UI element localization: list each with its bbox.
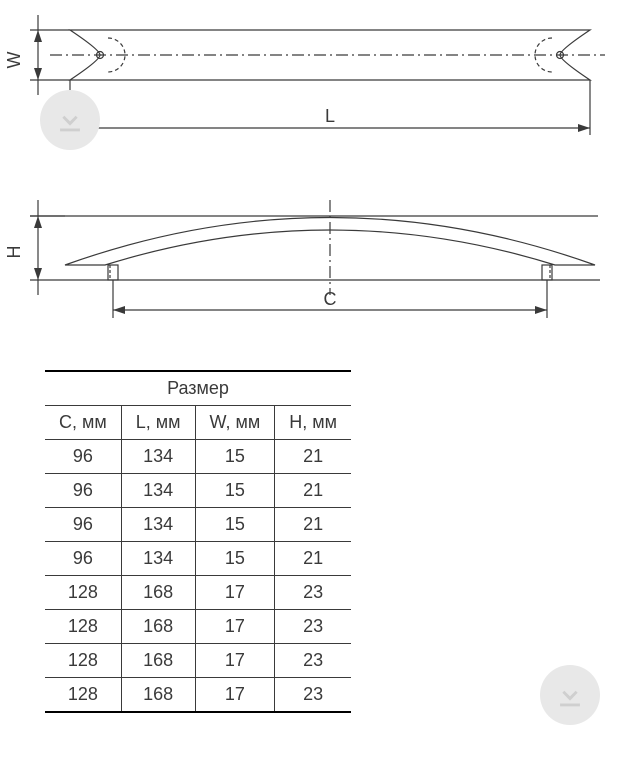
- table-row: 128 168 17 23: [45, 576, 351, 610]
- watermark-icon: [540, 665, 600, 725]
- col-header: H, мм: [275, 406, 351, 440]
- dim-label-c: C: [324, 289, 337, 309]
- table-row: 96 134 15 21: [45, 508, 351, 542]
- col-header: W, мм: [195, 406, 275, 440]
- dim-label-w: W: [4, 52, 24, 69]
- dim-label-h: H: [4, 246, 24, 259]
- table-row: 96 134 15 21: [45, 474, 351, 508]
- table-row: 128 168 17 23: [45, 610, 351, 644]
- table-row: 128 168 17 23: [45, 678, 351, 713]
- watermark-icon: [40, 90, 100, 150]
- table-row: 96 134 15 21: [45, 542, 351, 576]
- table-row: 128 168 17 23: [45, 644, 351, 678]
- dim-label-l: L: [325, 106, 335, 126]
- technical-diagram: W L H C: [0, 0, 631, 340]
- table-title: Размер: [45, 371, 351, 406]
- table-header-row: C, мм L, мм W, мм H, мм: [45, 406, 351, 440]
- dimension-table: Размер C, мм L, мм W, мм H, мм 96 134 15…: [45, 370, 351, 713]
- col-header: L, мм: [121, 406, 195, 440]
- table-row: 96 134 15 21: [45, 440, 351, 474]
- col-header: C, мм: [45, 406, 121, 440]
